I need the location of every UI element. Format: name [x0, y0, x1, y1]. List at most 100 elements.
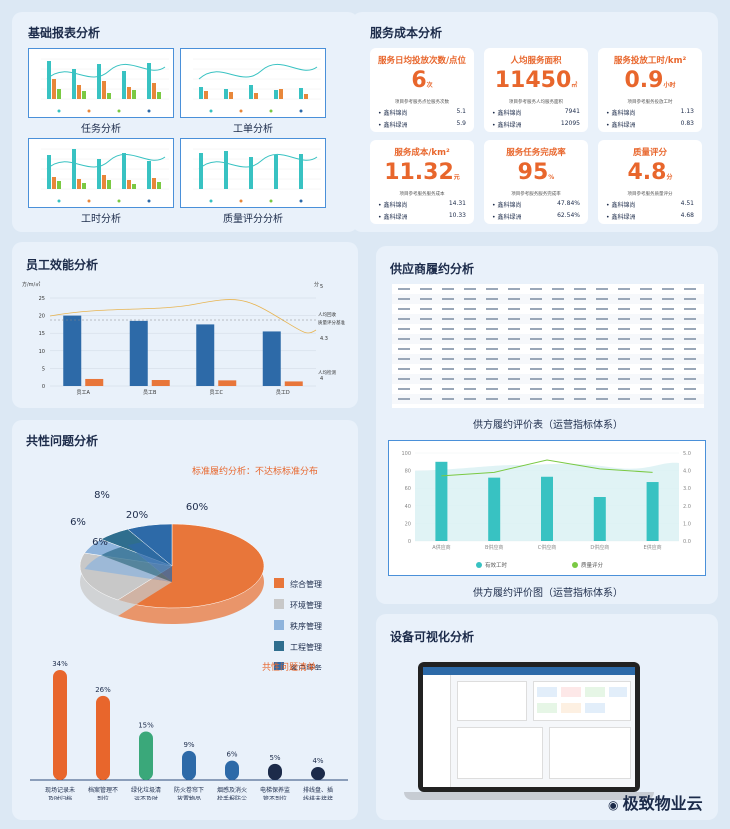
table-cell [618, 378, 630, 380]
table-cell [552, 318, 564, 320]
table-cell [684, 298, 696, 300]
table-cell [398, 358, 410, 360]
issue-category-label: 档案管理不 [88, 786, 118, 794]
y-tick-label: 40 [405, 504, 411, 510]
table-cell [662, 338, 674, 340]
table-cell [530, 328, 542, 330]
workorder-chart-thumb[interactable] [180, 48, 326, 118]
table-cell [398, 338, 410, 340]
issue-category-label: 排线盘、插 [303, 786, 333, 794]
legend-dot [209, 109, 213, 113]
staff-bar-primary [63, 315, 82, 386]
x-tick-label: 员工D [276, 390, 290, 396]
legend-label: 工程管理 [290, 642, 322, 652]
table-cell [420, 308, 432, 310]
legend-dot [87, 109, 91, 113]
table-cell [420, 338, 432, 340]
watermark-text: 极致物业云 [622, 794, 703, 813]
task-chart-thumb[interactable] [28, 48, 174, 118]
table-cell [684, 368, 696, 370]
table-cell [486, 398, 498, 400]
worktime-chart-thumb[interactable] [28, 138, 174, 208]
y-tick-label: 20 [39, 314, 45, 320]
kpi-title: 服务日均投放次数/点位 [377, 56, 467, 66]
mini-trend-line [198, 154, 318, 170]
issue-list-title: 共性问题清单 [262, 663, 317, 673]
table-cell [574, 358, 586, 360]
x-tick-label: 员工C [210, 390, 224, 396]
table-cell [684, 318, 696, 320]
table-cell [420, 378, 432, 380]
legend-dot [269, 199, 273, 203]
staff-efficiency-panel: 员工效能分析 方/m/㎡ 分 0 5 10 15 20 25 员工A 员工B 员工C 员工D 5 4 人均回… [12, 242, 358, 408]
kpi-title: 服务投放工时/km² [613, 56, 687, 66]
table-cell [420, 328, 432, 330]
table-cell [596, 298, 608, 300]
legend-dot [147, 109, 151, 113]
table-cell [640, 288, 652, 290]
watermark: ◉ 极致物业云 [608, 790, 703, 814]
mini-bar [224, 89, 228, 99]
table-cell [618, 308, 630, 310]
laptop-mockup[interactable] [404, 662, 654, 810]
legend-swatch [274, 599, 284, 609]
x-tick-label: C供应商 [538, 544, 557, 551]
table-cell [442, 378, 454, 380]
y2-tick-label: 4.0 [683, 469, 691, 475]
mini-bar [52, 177, 56, 189]
service-cost-title: 服务成本分析 [370, 26, 443, 40]
table-cell [574, 378, 586, 380]
ref-label: 人均回收 [318, 311, 336, 318]
legend-label: 秩序管理 [290, 621, 322, 631]
table-cell [442, 388, 454, 390]
table-cell [596, 388, 608, 390]
mini-bar [97, 159, 101, 189]
table-cell [530, 368, 542, 370]
table-cell [552, 358, 564, 360]
table-cell [552, 398, 564, 400]
table-cell [640, 328, 652, 330]
table-cell [420, 288, 432, 290]
mini-bar [127, 87, 131, 99]
trend-line [49, 299, 317, 334]
legend-dot [572, 562, 578, 568]
table-cell [398, 288, 410, 290]
table-cell [684, 348, 696, 350]
quality-caption: 质量评分分析 [223, 214, 283, 225]
table-cell [596, 338, 608, 340]
x-tick-label: E供应商 [644, 544, 662, 551]
legend-dot [299, 109, 303, 113]
quality-chart-thumb[interactable] [180, 138, 326, 208]
kpi-note: 项目参考服务人均服务面积 [509, 100, 563, 105]
pie-slice-label: 6% [70, 517, 86, 528]
legend-dot [117, 109, 121, 113]
supplier-bar [435, 461, 448, 541]
table-cell [398, 398, 410, 400]
table-cell [596, 308, 608, 310]
supplier-chart-frame[interactable]: 0 0.0 20 1.0 40 2.0 60 3.0 80 4.0 100 5.0 A供应商 B供应商 C供… [388, 440, 706, 576]
kpi-value: 6次 [411, 68, 433, 93]
table-cell [464, 358, 476, 360]
x-tick-label: D供应商 [590, 544, 609, 551]
mini-bar [152, 83, 156, 99]
issue-category-label: 绿化垃圾清 [131, 786, 161, 794]
table-cell [486, 288, 498, 290]
kpi-value: 4.8分 [627, 160, 673, 185]
table-cell [640, 388, 652, 390]
supplier-table[interactable] [392, 284, 704, 408]
mini-bar [157, 182, 161, 189]
ref-value: 4.3 [320, 336, 328, 342]
table-cell [508, 358, 520, 360]
table-cell [508, 398, 520, 400]
table-cell [596, 328, 608, 330]
mini-bar [122, 71, 126, 99]
